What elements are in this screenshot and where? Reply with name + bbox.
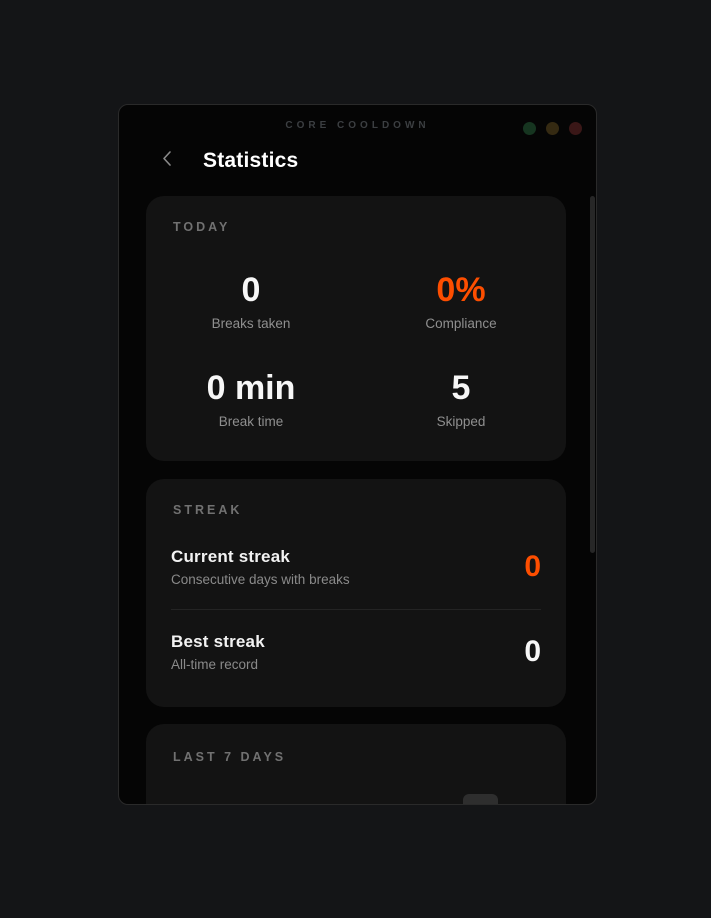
best-streak-row: Best streak All-time record 0 [171, 609, 541, 694]
stat-label: Skipped [436, 414, 486, 429]
chevron-left-icon [162, 150, 172, 172]
stat-value: 0 min [206, 369, 296, 407]
streak-row-title: Current streak [171, 547, 291, 566]
streak-row-title: Best streak [171, 632, 265, 651]
stat-compliance: 0% Compliance [356, 270, 566, 332]
stat-label: Compliance [425, 316, 497, 331]
stat-label: Break time [218, 414, 284, 429]
titlebar: CORE COOLDOWN [119, 105, 596, 141]
best-streak-value: 0 [524, 635, 541, 668]
chart-bar [463, 794, 498, 804]
stat-breaks-taken: 0 Breaks taken [146, 270, 356, 332]
current-streak-row: Current streak Consecutive days with bre… [171, 525, 541, 609]
stat-skipped: 5 Skipped [356, 368, 566, 430]
last-7-days-section-label: LAST 7 DAYS [173, 750, 287, 764]
page-title: Statistics [203, 149, 299, 172]
scrollbar-thumb[interactable] [590, 196, 595, 553]
current-streak-value: 0 [524, 550, 541, 583]
last-7-days-card: LAST 7 DAYS [146, 724, 566, 804]
stat-label: Breaks taken [211, 316, 291, 331]
page-header: Statistics [119, 141, 596, 181]
window-yellow-light-icon[interactable] [546, 122, 559, 135]
streak-section-label: STREAK [173, 503, 243, 517]
stat-break-time: 0 min Break time [146, 368, 356, 430]
stat-value: 0% [436, 271, 486, 309]
window-green-light-icon[interactable] [523, 122, 536, 135]
streak-row-subtitle: Consecutive days with breaks [171, 572, 350, 587]
today-stats-grid: 0 Breaks taken 0% Compliance 0 min Break… [146, 270, 566, 430]
streak-row-subtitle: All-time record [171, 657, 259, 672]
today-section-label: TODAY [173, 220, 231, 234]
today-card: TODAY 0 Breaks taken 0% Compliance 0 min… [146, 196, 566, 461]
stat-value: 0 [241, 271, 261, 309]
app-window: CORE COOLDOWN Statistics TODAY 0 Breaks … [118, 104, 597, 805]
back-button[interactable] [161, 150, 173, 172]
streak-card: STREAK Current streak Consecutive days w… [146, 479, 566, 707]
streak-rows: Current streak Consecutive days with bre… [171, 525, 541, 694]
best-streak-text: Best streak All-time record [171, 632, 265, 672]
stat-value: 5 [451, 369, 471, 407]
app-title: CORE COOLDOWN [285, 120, 430, 131]
current-streak-text: Current streak Consecutive days with bre… [171, 547, 350, 587]
traffic-lights [523, 122, 582, 135]
window-red-light-icon[interactable] [569, 122, 582, 135]
